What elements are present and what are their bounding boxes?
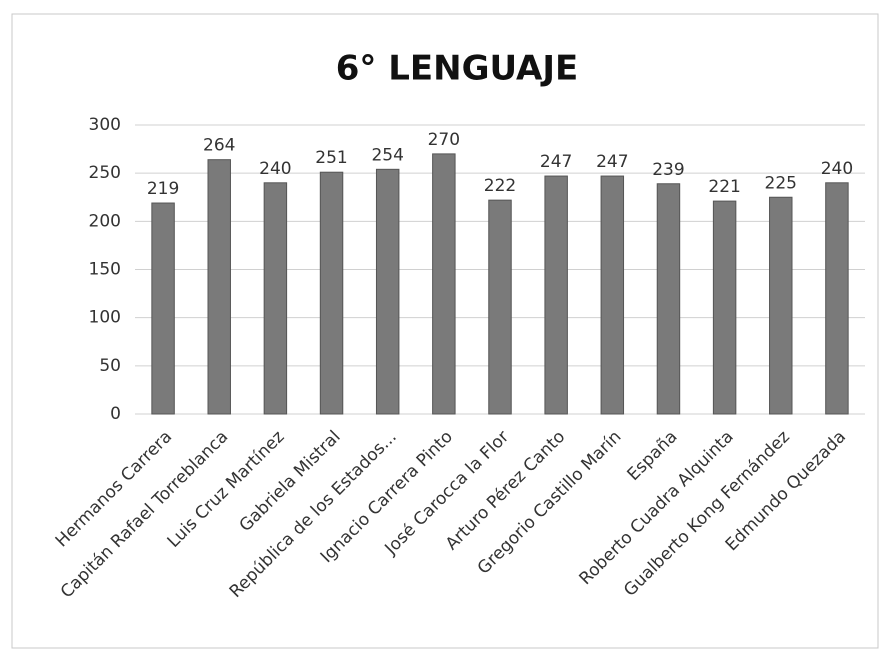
chart-title: 6° LENGUAJE (336, 49, 579, 89)
data-label: 247 (540, 152, 572, 172)
y-tick-label: 200 (89, 211, 121, 231)
data-label: 251 (315, 148, 347, 168)
bar (488, 199, 512, 415)
bar (656, 183, 681, 415)
y-tick-label: 100 (89, 308, 121, 328)
data-label: 247 (596, 152, 628, 172)
data-label: 240 (821, 159, 853, 179)
bar (544, 175, 568, 415)
bar (151, 202, 175, 415)
data-label: 221 (708, 177, 740, 197)
data-label: 222 (484, 176, 516, 196)
bar (319, 171, 344, 415)
y-tick-label: 0 (110, 404, 121, 424)
y-tick-label: 50 (99, 356, 121, 376)
data-label: 239 (652, 160, 684, 180)
bar (825, 182, 849, 415)
y-tick-label: 150 (89, 260, 121, 280)
data-label: 270 (428, 130, 460, 150)
y-tick-label: 300 (89, 115, 121, 135)
bar (600, 175, 625, 415)
data-label: 219 (147, 179, 179, 199)
data-label: 225 (765, 173, 797, 193)
bar (432, 153, 456, 415)
bar (263, 182, 288, 415)
data-label: 264 (203, 136, 235, 156)
bar (769, 196, 793, 415)
bar (712, 200, 737, 415)
data-label: 240 (259, 159, 291, 179)
bar (207, 159, 231, 415)
data-label: 254 (371, 145, 403, 165)
bar (375, 168, 400, 415)
y-tick-label: 250 (89, 163, 121, 183)
